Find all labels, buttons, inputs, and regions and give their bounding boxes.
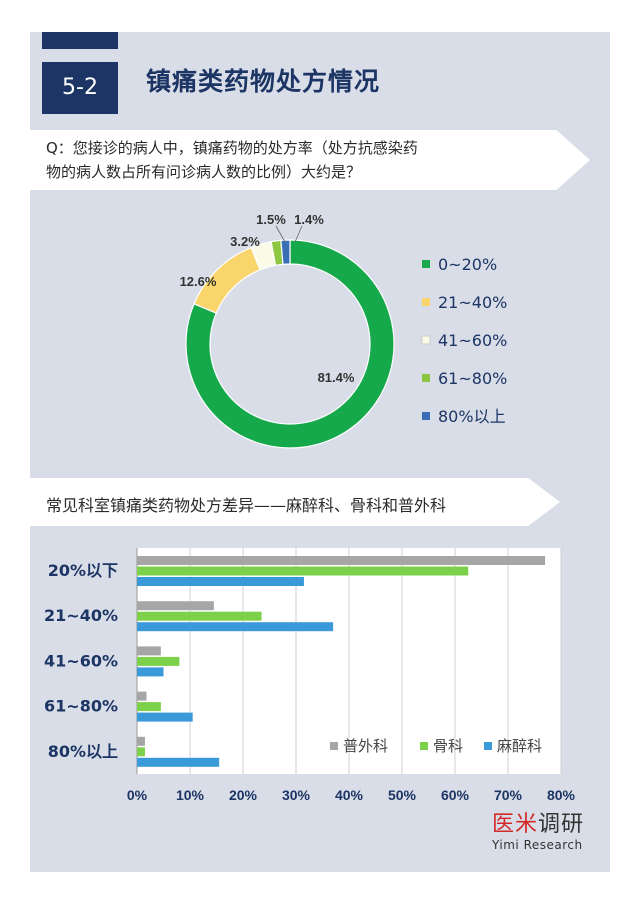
bar-category-label: 61~80% bbox=[44, 697, 118, 716]
bar-1-cat-5 bbox=[137, 736, 145, 746]
donut-data-label: 1.5% bbox=[256, 212, 286, 227]
bar-2-cat-3 bbox=[137, 656, 180, 666]
logo-chinese: 医米调研 bbox=[492, 806, 584, 838]
bar-x-tick-label: 50% bbox=[388, 787, 417, 803]
bar-3-cat-1 bbox=[137, 577, 304, 586]
section2-title: 常见科室镇痛类药物处方差异——麻醉科、骨科和普外科 bbox=[46, 496, 447, 515]
page-title: 镇痛类药物处方情况 bbox=[146, 67, 381, 96]
donut-data-label: 3.2% bbox=[230, 234, 260, 249]
bar-x-tick-label: 40% bbox=[335, 787, 364, 803]
donut-legend-swatch bbox=[422, 260, 430, 268]
bar-x-tick-label: 20% bbox=[229, 787, 258, 803]
logo-chinese-red: 医米 bbox=[492, 812, 539, 837]
bar-legend-swatch bbox=[330, 742, 338, 750]
bar-legend-swatch bbox=[420, 742, 428, 750]
bar-3-cat-4 bbox=[137, 712, 193, 722]
donut-legend-label: 41~60% bbox=[438, 331, 507, 350]
logo-chinese-dark: 调研 bbox=[538, 812, 585, 837]
header-tab-strip bbox=[42, 32, 118, 49]
donut-legend-label: 21~40% bbox=[438, 293, 507, 312]
bar-1-cat-2 bbox=[137, 601, 214, 611]
bar-1-cat-4 bbox=[137, 691, 147, 701]
donut-legend-label: 61~80% bbox=[438, 369, 507, 388]
donut-legend-swatch bbox=[422, 298, 430, 306]
bar-3-cat-3 bbox=[137, 667, 164, 677]
donut-legend-swatch bbox=[422, 412, 430, 420]
bar-3-cat-2 bbox=[137, 622, 334, 632]
bar-1-cat-1 bbox=[137, 556, 546, 565]
bar-category-label: 41~60% bbox=[44, 651, 118, 670]
question-text: Q：您接诊的病人中，镇痛药物的处方率（处方抗感染药 物的病人数占所有问诊病人数的… bbox=[46, 136, 546, 184]
logo-english: Yimi Research bbox=[492, 838, 583, 852]
bar-legend-label: 骨科 bbox=[433, 737, 463, 755]
donut-legend-label: 80%以上 bbox=[438, 407, 506, 426]
section2-banner bbox=[30, 478, 560, 526]
leader-line-1-4 bbox=[294, 225, 303, 243]
donut-legend-swatch bbox=[422, 374, 430, 382]
bar-3-cat-5 bbox=[137, 757, 220, 767]
bar-x-tick-label: 0% bbox=[127, 787, 148, 803]
bar-category-label: 20%以下 bbox=[48, 561, 118, 580]
bar-x-tick-label: 80% bbox=[547, 787, 576, 803]
bar-category-label: 21~40% bbox=[44, 606, 118, 625]
bar-x-tick-label: 60% bbox=[441, 787, 470, 803]
bar-legend-label: 普外科 bbox=[343, 737, 388, 755]
donut-data-label: 12.6% bbox=[180, 274, 217, 289]
donut-legend-swatch bbox=[421, 335, 431, 345]
bar-2-cat-4 bbox=[137, 702, 161, 712]
leader-line-1-5 bbox=[275, 225, 286, 243]
donut-slice-1 bbox=[185, 239, 395, 449]
question-line-2: 物的病人数占所有问诊病人数的比例）大约是？ bbox=[46, 163, 362, 181]
bar-legend-swatch bbox=[484, 742, 492, 750]
bar-2-cat-1 bbox=[137, 566, 469, 576]
bar-x-tick-label: 10% bbox=[176, 787, 205, 803]
bar-category-label: 80%以上 bbox=[48, 742, 118, 761]
bar-2-cat-2 bbox=[137, 611, 262, 621]
bar-x-tick-label: 70% bbox=[494, 787, 523, 803]
donut-data-label: 1.4% bbox=[294, 212, 324, 227]
question-line-1: Q：您接诊的病人中，镇痛药物的处方率（处方抗感染药 bbox=[46, 139, 418, 157]
donut-legend-label: 0~20% bbox=[438, 255, 497, 274]
bar-2-cat-5 bbox=[137, 747, 145, 757]
bar-x-tick-label: 30% bbox=[282, 787, 311, 803]
bar-legend-label: 麻醉科 bbox=[497, 737, 542, 755]
bar-1-cat-3 bbox=[137, 646, 161, 656]
donut-data-label: 81.4% bbox=[318, 370, 355, 385]
question-banner bbox=[30, 130, 590, 190]
section-number: 5-2 bbox=[42, 62, 118, 114]
